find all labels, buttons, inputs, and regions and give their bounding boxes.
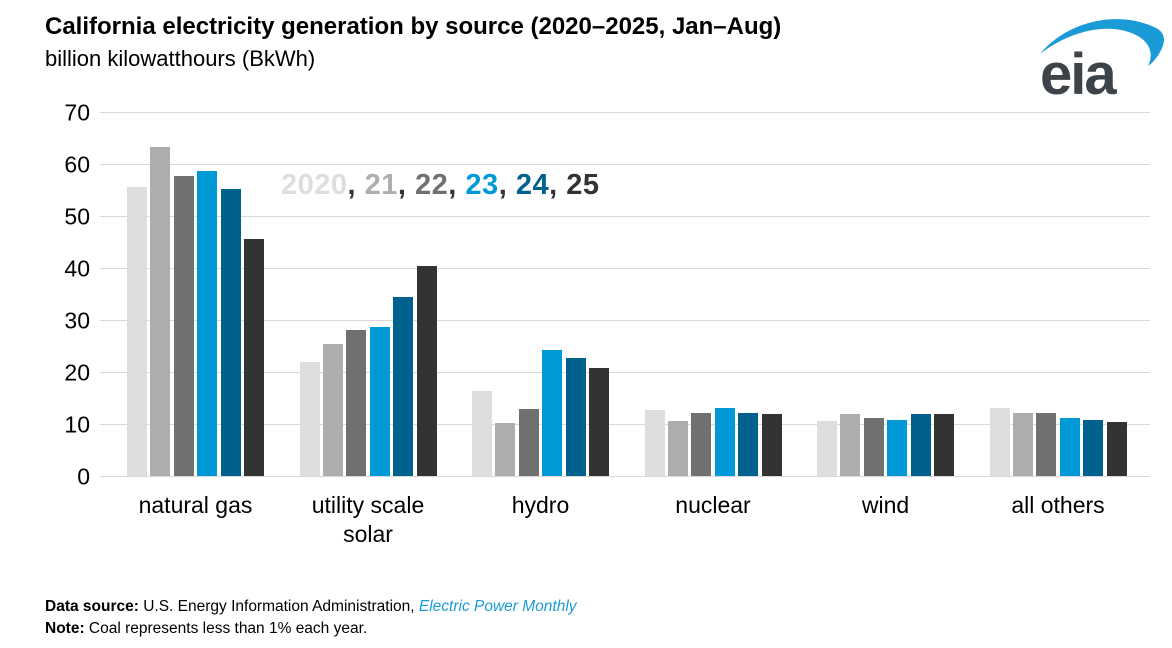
legend-separator: , — [347, 169, 365, 201]
x-category-label: wind — [861, 492, 910, 518]
gridline — [100, 320, 1150, 321]
bar-nuclear-21 — [667, 420, 688, 476]
bar-utility-scale-solar-2020 — [299, 361, 320, 476]
gridline — [100, 112, 1150, 113]
bar-natural-gas-23 — [197, 171, 218, 476]
y-tick-label: 70 — [64, 99, 90, 126]
page-title: California electricity generation by sou… — [45, 13, 782, 40]
y-tick-label: 50 — [64, 203, 90, 230]
y-tick-label: 0 — [77, 463, 90, 490]
legend-item-22: 22 — [415, 169, 449, 201]
note-line: Note: Coal represents less than 1% each … — [45, 618, 577, 640]
gridline — [100, 268, 1150, 269]
chart-footer: Data source: U.S. Energy Information Adm… — [45, 596, 577, 639]
y-tick-label: 20 — [64, 359, 90, 386]
x-category-label: natural gas — [138, 492, 253, 518]
bar-hydro-2020 — [472, 391, 492, 476]
bar-wind-24 — [910, 413, 931, 476]
bar-hydro-24 — [565, 357, 586, 476]
bar-natural-gas-25 — [244, 239, 264, 476]
bar-wind-21 — [840, 414, 861, 476]
gridline — [100, 424, 1150, 425]
eia-swoosh-icon — [1040, 19, 1164, 66]
bar-all-others-25 — [1106, 421, 1127, 476]
y-tick-label: 40 — [64, 255, 90, 282]
bar-hydro-22 — [518, 408, 539, 476]
y-tick-label: 10 — [64, 411, 90, 438]
bar-natural-gas-2020 — [127, 187, 147, 476]
data-source-line: Data source: U.S. Energy Information Adm… — [45, 596, 577, 618]
bar-natural-gas-22 — [173, 175, 194, 476]
y-tick-label: 30 — [64, 307, 90, 334]
bar-natural-gas-21 — [150, 146, 171, 476]
bar-wind-22 — [863, 418, 884, 476]
note-text: Coal represents less than 1% each year. — [84, 619, 368, 637]
bar-utility-scale-solar-23 — [369, 327, 390, 476]
bar-nuclear-25 — [761, 414, 782, 476]
y-tick-label: 60 — [64, 151, 90, 178]
eia-logo-text: eia — [1040, 42, 1117, 107]
bar-nuclear-2020 — [644, 410, 665, 476]
chart-header: California electricity generation by sou… — [45, 13, 781, 72]
bar-all-others-2020 — [989, 407, 1010, 476]
bar-wind-2020 — [817, 421, 837, 476]
legend-item-24: 24 — [515, 169, 550, 201]
bar-all-others-21 — [1012, 412, 1033, 476]
bar-nuclear-24 — [738, 413, 759, 476]
bar-wind-25 — [934, 414, 954, 476]
bar-natural-gas-24 — [220, 189, 241, 476]
legend-separator: , — [549, 169, 567, 201]
data-source-link[interactable]: Electric Power Monthly — [418, 598, 577, 615]
gridline — [100, 216, 1150, 217]
bar-utility-scale-solar-22 — [346, 330, 367, 476]
bar-hydro-21 — [495, 422, 516, 476]
x-category-label: all others — [1011, 492, 1105, 518]
bar-all-others-22 — [1036, 412, 1057, 476]
data-source-label: Data source: — [45, 598, 139, 615]
legend-item-23: 23 — [465, 169, 499, 201]
legend-item-21: 21 — [364, 169, 398, 201]
chart-units-subtitle: billion kilowatthours (BkWh) — [45, 45, 316, 71]
legend-separator: , — [448, 169, 466, 201]
bar-nuclear-23 — [714, 408, 735, 476]
gridline — [100, 372, 1150, 373]
note-label: Note: — [45, 619, 85, 637]
x-category-label: hydro — [511, 492, 570, 518]
legend-separator: , — [397, 169, 416, 201]
eia-logo: eia — [1038, 10, 1166, 104]
bar-utility-scale-solar-25 — [416, 266, 437, 476]
bar-nuclear-22 — [691, 413, 712, 476]
bar-all-others-24 — [1083, 420, 1104, 476]
x-category-label: nuclear — [675, 492, 751, 518]
bar-utility-scale-solar-21 — [322, 343, 343, 476]
gridline — [100, 476, 1150, 477]
bar-hydro-25 — [589, 368, 609, 476]
bar-utility-scale-solar-24 — [393, 296, 414, 476]
x-category-label: utility scale solar — [311, 492, 425, 547]
legend-separator: , — [498, 169, 516, 201]
bar-hydro-23 — [542, 349, 563, 476]
bar-all-others-23 — [1059, 418, 1080, 476]
legend-item-25: 25 — [566, 169, 600, 201]
gridline — [100, 164, 1150, 165]
legend: 2020, 21, 22, 23, 24, 25 — [281, 169, 599, 202]
data-source-text: U.S. Energy Information Administration, — [138, 598, 419, 615]
legend-item-2020: 2020 — [281, 169, 348, 201]
bar-wind-23 — [887, 419, 908, 476]
